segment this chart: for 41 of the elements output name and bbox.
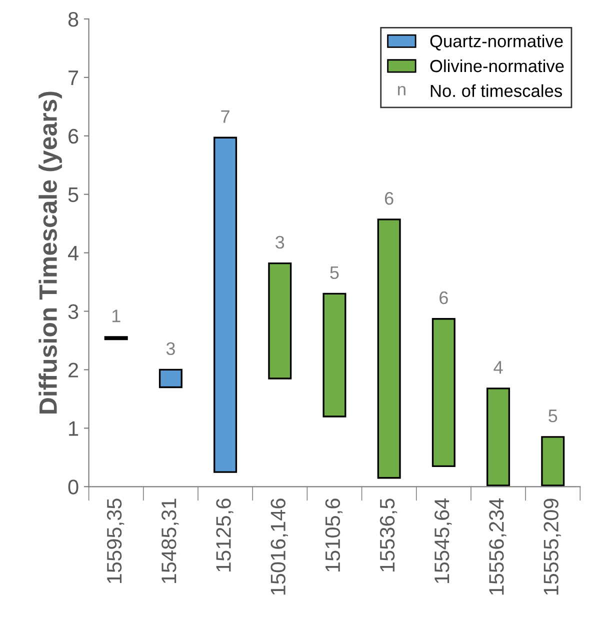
x-tick-label: 15536,5 bbox=[380, 498, 398, 572]
y-tick-label: 1 bbox=[69, 421, 78, 436]
x-tick-label: 15595,35 bbox=[106, 498, 124, 584]
x-tick-label: 15555,209 bbox=[544, 498, 561, 595]
x-tick-label: 15125,6 bbox=[216, 498, 234, 572]
legend-label: Quartz-normative bbox=[430, 34, 563, 50]
y-tick-label: 8 bbox=[68, 12, 78, 27]
annotation: 5 bbox=[330, 266, 339, 280]
y-tick-label: 3 bbox=[68, 304, 78, 320]
annotation: 3 bbox=[276, 236, 284, 249]
annotation: 1 bbox=[112, 310, 120, 322]
bar bbox=[322, 292, 346, 418]
bar bbox=[541, 436, 565, 486]
x-tick-label: 15556,234 bbox=[489, 498, 506, 595]
y-tick-label: 5 bbox=[68, 188, 78, 202]
annotation: 3 bbox=[166, 342, 175, 356]
annotation: 6 bbox=[384, 192, 394, 205]
bar bbox=[214, 136, 238, 473]
bar bbox=[104, 336, 128, 340]
annotation: 7 bbox=[221, 110, 230, 123]
y-tick-label: 7 bbox=[68, 70, 78, 85]
legend-label: Olivine-normative bbox=[430, 59, 564, 72]
annotation: 4 bbox=[494, 361, 503, 374]
y-tick-label: 4 bbox=[68, 246, 78, 260]
y-axis-title: Diffusion Timescale (years) bbox=[38, 92, 62, 414]
y-tick-label: 2 bbox=[68, 362, 78, 378]
annotation: n bbox=[398, 86, 406, 96]
bar bbox=[158, 368, 182, 388]
x-tick-label: 15545,64 bbox=[434, 498, 452, 584]
bar bbox=[486, 388, 510, 486]
x-tick-label: 15016,146 bbox=[270, 498, 288, 595]
x-tick-label: 15105,6 bbox=[325, 498, 343, 572]
bar bbox=[268, 262, 292, 380]
y-tick-label: 0 bbox=[68, 480, 78, 494]
bar bbox=[432, 318, 456, 468]
annotation: 5 bbox=[548, 410, 558, 422]
x-tick-label: 15485,31 bbox=[162, 498, 179, 584]
bar bbox=[377, 218, 401, 479]
annotation: 6 bbox=[440, 291, 448, 304]
annotation: No. of timescales bbox=[430, 84, 562, 98]
y-tick-label: 6 bbox=[68, 128, 78, 144]
